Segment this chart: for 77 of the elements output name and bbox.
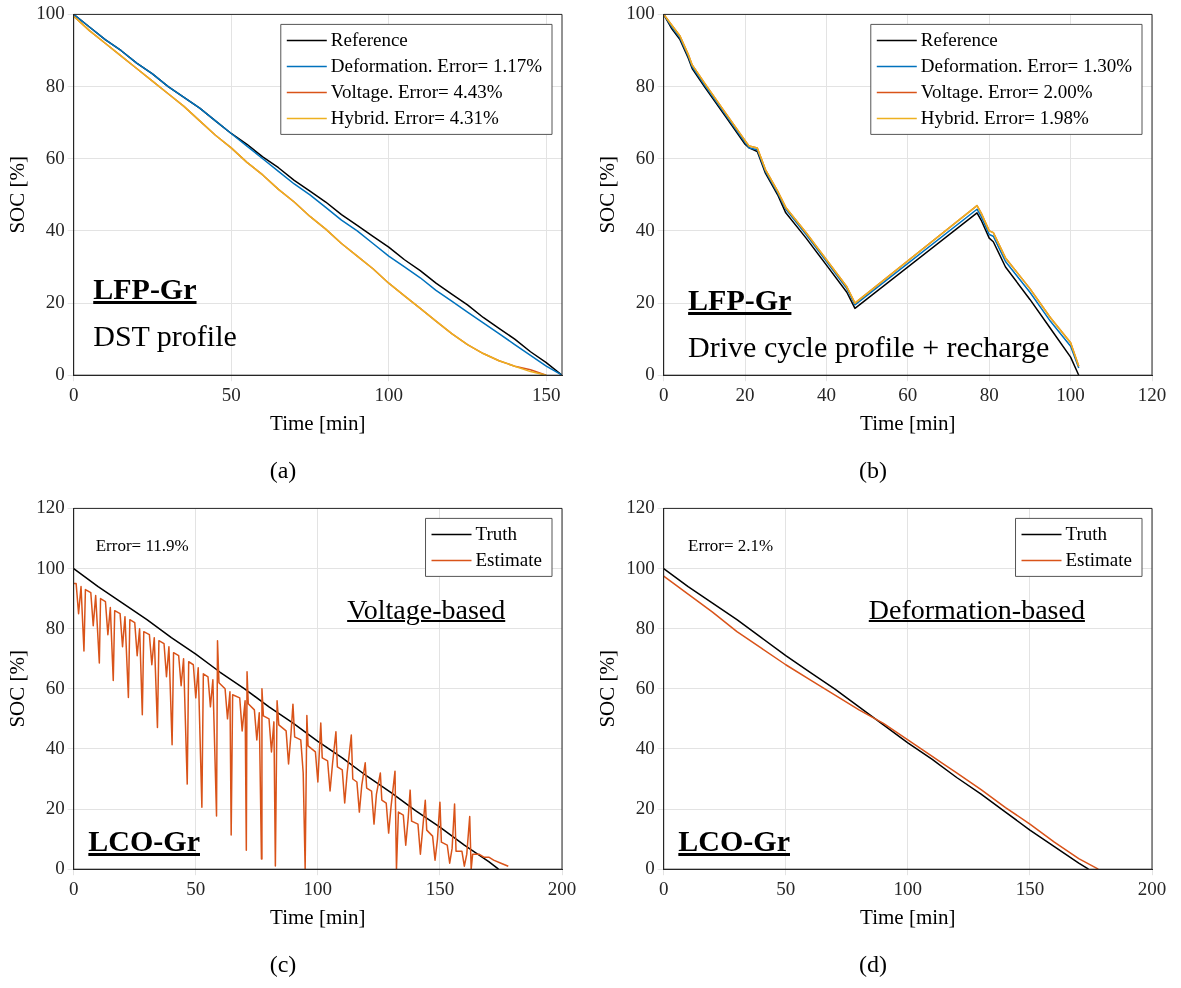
x-tick-label: 50 [776,877,796,899]
x-tick-label: 120 [1137,383,1167,405]
y-tick-label: 20 [635,291,655,313]
y-axis-title: SOC [%] [595,650,620,728]
text: (d) [859,950,887,977]
x-tick-label: 100 [303,877,333,899]
text: (c) [269,950,297,977]
y-tick-label: 40 [45,218,65,240]
legend-label: Reference [330,29,408,51]
y-axis-title: SOC [%] [5,650,30,728]
y-tick-label: 60 [45,676,65,698]
y-tick-label: 20 [45,797,65,819]
x-tick-label: 100 [374,383,403,405]
annotation: Drive cycle profile + recharge [688,329,1050,363]
x-axis-title: Time [min] [270,905,366,930]
y-axis-title: SOC [%] [5,156,30,234]
x-tick-label: 100 [1056,383,1085,405]
y-tick-label: 80 [45,616,65,638]
x-axis-title: Time [min] [860,411,956,436]
text: (a) [269,456,297,483]
y-tick-label: 60 [635,146,655,168]
legend-label: Reference [920,29,998,51]
annotation: LFP-Gr [93,271,197,305]
x-tick-label: 80 [979,383,999,405]
x-tick-label: 100 [893,877,923,899]
y-tick-label: 60 [635,676,655,698]
y-tick-label: 100 [626,556,655,578]
legend-label: Voltage. Error= 4.43% [330,81,503,103]
annotation: LCO-Gr [678,823,790,857]
annotation: Voltage-based [347,594,506,626]
y-tick-label: 100 [626,2,655,24]
y-tick-label: 0 [55,857,65,879]
y-axis-title: SOC [%] [595,156,620,234]
legend-label: Truth [1065,523,1108,545]
y-tick-label: 120 [36,496,65,518]
legend-label: Hybrid. Error= 1.98% [920,107,1089,129]
y-tick-label: 20 [45,291,65,313]
y-tick-label: 40 [45,736,65,758]
annotation: DST profile [93,318,237,352]
y-tick-label: 100 [36,556,65,578]
x-tick-label: 150 [425,877,455,899]
legend-label: Deformation. Error= 1.17% [330,55,543,77]
x-tick-label: 200 [547,877,577,899]
x-tick-label: 50 [186,877,206,899]
text: (b) [859,456,887,483]
y-tick-label: 80 [635,74,655,96]
annotation: LCO-Gr [88,823,200,857]
y-tick-label: 0 [645,363,655,385]
x-tick-label: 200 [1137,877,1167,899]
x-tick-label: 20 [735,383,755,405]
annotation: LFP-Gr [688,282,792,316]
x-axis-title: Time [min] [860,905,956,930]
x-tick-label: 150 [1015,877,1045,899]
x-tick-label: 40 [816,383,836,405]
legend-label: Estimate [475,549,542,571]
x-axis-title: Time [min] [270,411,366,436]
y-tick-label: 0 [645,857,655,879]
y-tick-label: 80 [635,616,655,638]
annotation: Error= 2.1% [688,536,774,556]
y-tick-label: 120 [626,496,655,518]
y-tick-label: 40 [635,218,655,240]
y-tick-label: 60 [45,146,65,168]
legend-label: Deformation. Error= 1.30% [920,55,1133,77]
x-tick-label: 60 [898,383,918,405]
y-tick-label: 0 [55,363,65,385]
legend-label: Voltage. Error= 2.00% [920,81,1093,103]
annotation: Deformation-based [868,594,1085,626]
legend-label: Estimate [1065,549,1132,571]
y-tick-label: 20 [635,797,655,819]
annotation: Error= 11.9% [95,536,189,556]
x-tick-label: 150 [532,383,561,405]
x-tick-label: 50 [221,383,241,405]
y-tick-label: 80 [45,74,65,96]
legend-label: Hybrid. Error= 4.31% [330,107,499,129]
y-tick-label: 40 [635,736,655,758]
y-tick-label: 100 [36,2,65,24]
legend-label: Truth [475,523,518,545]
